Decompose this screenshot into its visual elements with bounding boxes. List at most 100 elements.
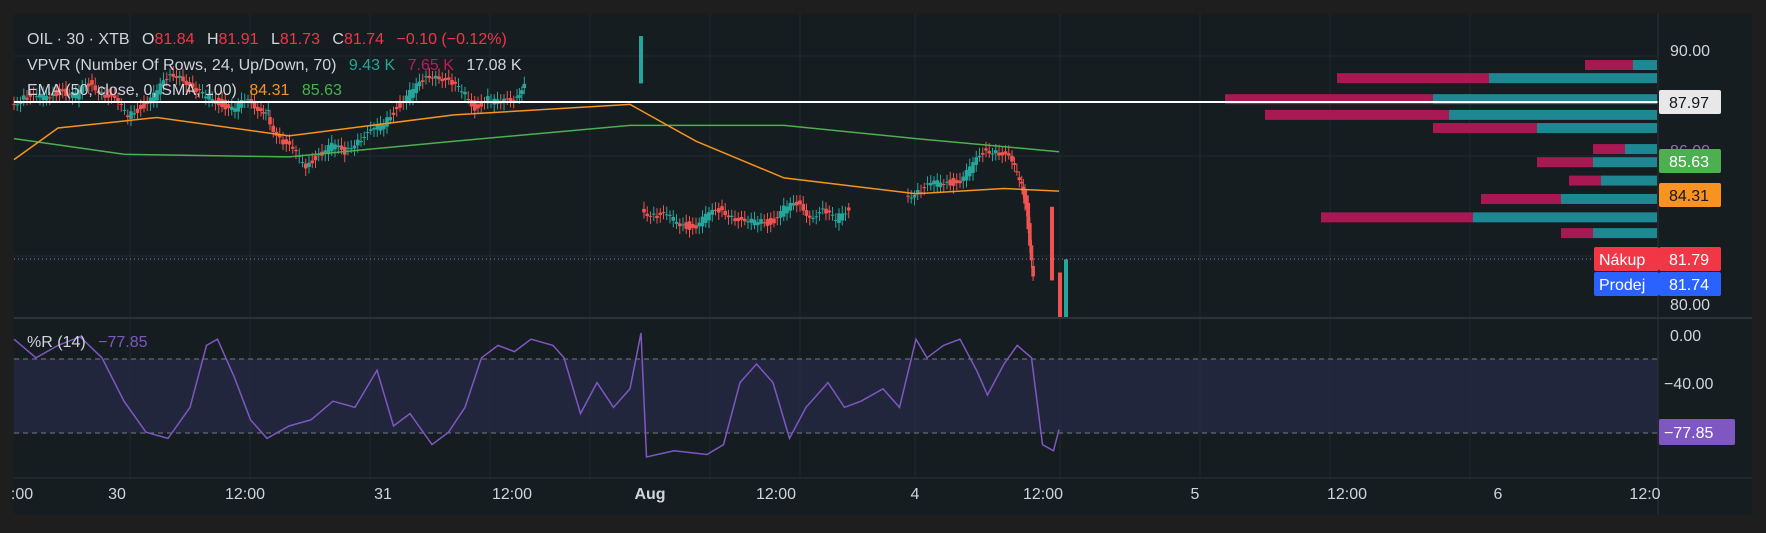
- candle: [668, 210, 672, 224]
- candle: [720, 199, 724, 218]
- candle: [642, 201, 646, 219]
- candle: [733, 210, 737, 226]
- candle: [326, 138, 331, 162]
- candle: [814, 209, 819, 225]
- candle: [820, 200, 825, 215]
- candle: [443, 72, 448, 88]
- candle: [837, 208, 841, 231]
- candle: [830, 206, 835, 221]
- candle: [375, 118, 380, 137]
- candle: [446, 69, 451, 85]
- legend-ohlc: OIL · 30 · XTB O81.84 H81.91 L81.73 C81.…: [27, 31, 507, 48]
- candle: [1003, 145, 1008, 162]
- candle: [430, 70, 435, 86]
- bid-price-badge[interactable]: [1659, 247, 1721, 271]
- volume-profile-row: [1337, 73, 1657, 84]
- candle: [385, 111, 389, 134]
- price-axis[interactable]: 90.00 86.00 80.00 87.97 85.63 84.31 Náku…: [1594, 43, 1721, 314]
- legend-change: −0.10 (−0.12%): [396, 31, 506, 48]
- legend-ema-value: 84.31: [249, 82, 289, 99]
- volume-profile-row: [1593, 144, 1657, 155]
- candle: [977, 147, 982, 162]
- candle: [804, 203, 809, 223]
- candle: [961, 171, 966, 189]
- candle: [801, 196, 806, 216]
- candle: [67, 88, 72, 102]
- candle: [788, 197, 793, 219]
- candle: [476, 96, 480, 114]
- ema-price-value: 84.31: [1669, 188, 1709, 205]
- candle: [469, 93, 474, 113]
- candle: [34, 88, 39, 102]
- candle: [726, 209, 731, 225]
- candle: [93, 77, 98, 95]
- candle: [811, 210, 815, 223]
- candle: [661, 205, 666, 220]
- candle: [967, 158, 972, 181]
- candle: [1012, 157, 1017, 173]
- legend: OIL · 30 · XTB O81.84 H81.91 L81.73 C81.…: [27, 31, 522, 351]
- candle: [194, 81, 198, 99]
- candle: [909, 190, 914, 204]
- time-tick: 4: [911, 486, 920, 503]
- legend-vpvr-label: VPVR (Number Of Rows, 24, Up/Down, 70): [27, 57, 336, 74]
- candle: [437, 68, 441, 84]
- candle: [980, 147, 985, 163]
- legend-wpr: %R (14) −77.85: [27, 334, 148, 351]
- candle: [739, 210, 744, 228]
- ask-price-badge[interactable]: [1659, 272, 1721, 296]
- candle: [951, 172, 956, 194]
- candle: [119, 97, 124, 112]
- candle: [359, 133, 363, 147]
- candle: [752, 211, 757, 230]
- ema-50-line: [13, 103, 1060, 195]
- candle: [785, 200, 789, 221]
- legend-ema-label: EMA (50, close, 0, SMA, 100): [27, 82, 237, 99]
- candle: [51, 86, 55, 103]
- volume-profile-row: [1585, 60, 1657, 71]
- time-tick: 12:00: [1023, 486, 1063, 503]
- wpr-axis[interactable]: 0.00 −40.00 −77.85: [1659, 328, 1735, 445]
- time-tick: 12:00: [225, 486, 265, 503]
- candle: [723, 202, 728, 220]
- legend-close-value: 81.74: [344, 31, 384, 48]
- candle: [674, 214, 679, 229]
- candle: [210, 91, 215, 107]
- time-axis[interactable]: :00 30 12:00 31 12:00 Aug 12:00 4 12:00 5 12:00 6 12…: [11, 486, 1661, 503]
- bid-label-badge[interactable]: [1594, 247, 1659, 271]
- sma-100-line: [13, 124, 1060, 158]
- candle: [21, 88, 26, 107]
- legend-open-label: O: [142, 31, 154, 48]
- candle: [453, 76, 458, 92]
- ask-label-badge[interactable]: [1594, 272, 1659, 296]
- candle: [824, 202, 828, 221]
- candle: [164, 72, 169, 87]
- candle: [181, 68, 185, 86]
- candle: [716, 202, 721, 220]
- candle: [765, 213, 770, 234]
- candle: [307, 155, 311, 174]
- candle: [690, 217, 695, 235]
- candle: [664, 206, 669, 221]
- candle: [417, 73, 422, 91]
- candle: [96, 85, 101, 101]
- candle: [414, 77, 419, 101]
- candle: [658, 208, 663, 223]
- candle: [941, 178, 946, 192]
- candle: [817, 207, 822, 222]
- candle: [264, 108, 268, 121]
- candle: [700, 210, 705, 234]
- candle: [381, 118, 386, 137]
- candle: [64, 80, 68, 101]
- candle: [697, 217, 702, 235]
- candle: [287, 134, 292, 152]
- candle: [77, 84, 81, 108]
- candle: [742, 210, 747, 226]
- time-tick: 31: [374, 486, 392, 503]
- legend-vpvr-down: 7.65 K: [408, 57, 455, 74]
- candle: [958, 172, 962, 189]
- time-tick: :00: [11, 486, 33, 503]
- candle: [362, 131, 367, 146]
